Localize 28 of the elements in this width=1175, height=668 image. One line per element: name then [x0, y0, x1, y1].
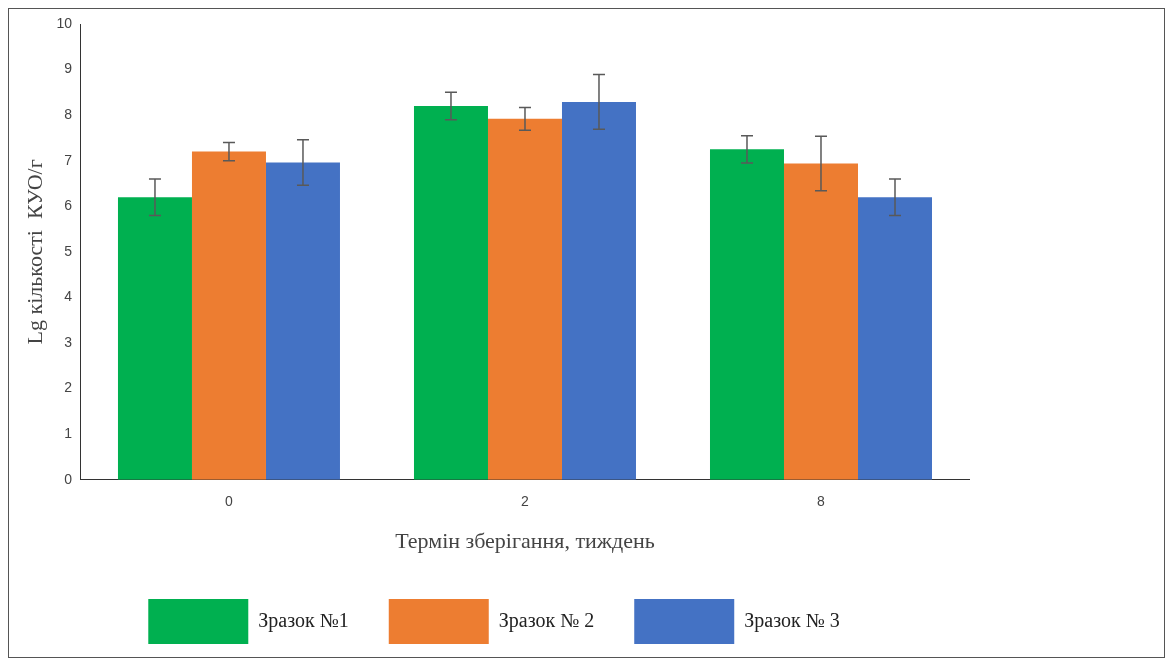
y-tick-label: 7	[64, 151, 73, 168]
y-tick-label: 0	[64, 470, 73, 487]
bar	[191, 151, 266, 480]
y-tick-label: 10	[56, 14, 73, 31]
y-tick-label: 9	[64, 60, 73, 77]
x-tick-label: 0	[225, 493, 234, 510]
bar	[265, 162, 340, 480]
x-tick-label: 8	[817, 493, 826, 510]
y-tick-label: 1	[64, 425, 73, 442]
y-tick-label: 6	[64, 197, 73, 214]
bar	[783, 163, 858, 480]
y-tick-label: 4	[64, 288, 73, 305]
legend-label: Зразок №1	[258, 608, 349, 632]
y-axis-title: Lg кількості КУО/г	[21, 159, 47, 345]
bar	[561, 101, 636, 480]
y-tick-label: 3	[64, 333, 73, 350]
x-axis-title: Термін зберігання, тиждень	[395, 527, 655, 553]
y-tick-label: 2	[64, 379, 73, 396]
bar	[487, 118, 562, 480]
bar	[117, 197, 192, 480]
bar	[858, 197, 932, 480]
bar	[413, 106, 488, 480]
y-tick-label: 5	[64, 242, 73, 259]
bar	[709, 149, 784, 480]
legend-label: Зразок № 2	[498, 608, 595, 632]
legend-label: Зразок № 3	[744, 608, 840, 632]
x-tick-label: 2	[521, 493, 530, 510]
y-tick-label: 8	[64, 106, 73, 123]
